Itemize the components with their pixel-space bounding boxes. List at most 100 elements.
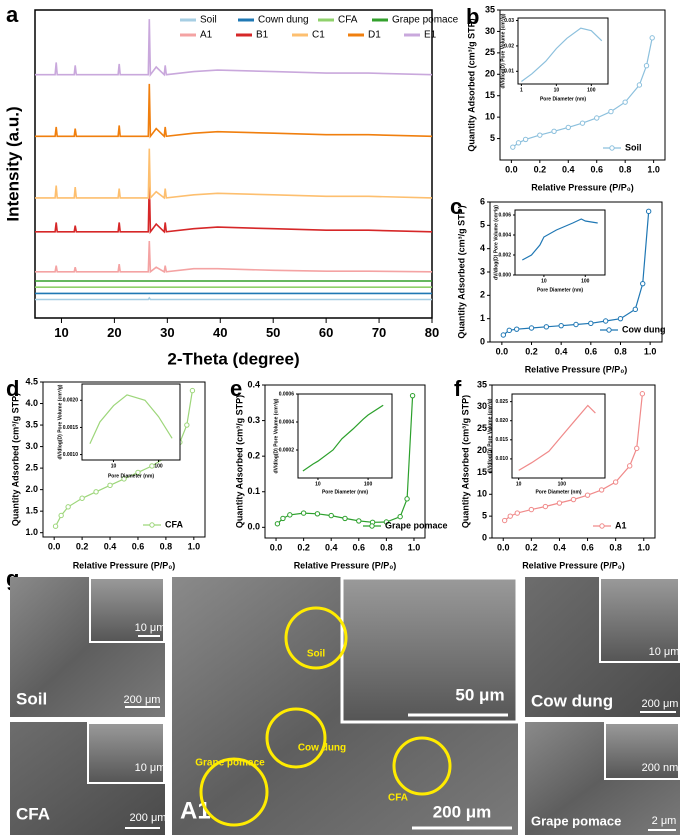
x-tick-label: 50 — [266, 325, 280, 340]
panel-label: d — [6, 376, 19, 401]
x-tick-label: 100 — [154, 463, 163, 469]
legend-label: C1 — [312, 30, 325, 41]
scale-label: 200 μm — [130, 812, 167, 824]
data-point — [640, 280, 646, 287]
x-axis-label: Pore Diameter (nm) — [535, 489, 581, 495]
y-tick-label: 1.0 — [25, 527, 38, 537]
data-point — [510, 144, 516, 150]
data-point — [608, 108, 614, 115]
x-tick-label: 100 — [364, 481, 373, 487]
sem-marker-label: Cow dung — [298, 743, 346, 754]
x-tick-label: 0.6 — [585, 347, 598, 357]
plot-frame — [264, 384, 426, 539]
series-line — [35, 148, 433, 200]
sem-label: Soil — [16, 689, 47, 708]
y-axis-label: Quantity Adsorbed (cm³/g STP) — [456, 205, 466, 338]
y-tick-label: 3.0 — [25, 441, 38, 451]
x-axis-label: Relative Pressure (P/P₀) — [73, 560, 176, 570]
x-tick-label: 0.2 — [76, 542, 89, 552]
legend-label: CFA — [165, 519, 184, 529]
x-axis-label: Relative Pressure (P/P₀) — [294, 560, 397, 570]
x-tick-label: 60 — [319, 325, 333, 340]
sem-marker-label: Grape pomace — [195, 758, 265, 769]
y-tick-label: 0.4 — [247, 379, 260, 389]
data-point — [598, 487, 605, 493]
y-tick-label: 10 — [477, 489, 487, 499]
data-point — [280, 515, 286, 522]
x-tick-label: 0.4 — [562, 165, 575, 175]
data-point — [58, 512, 64, 519]
plot-frame — [34, 9, 433, 319]
y-tick-label: 0.0010 — [63, 452, 79, 458]
y-tick-label: 0.0006 — [279, 391, 295, 397]
x-tick-label: 40 — [213, 325, 227, 340]
data-point — [79, 495, 85, 501]
data-point — [356, 518, 362, 524]
x-tick-label: 1.0 — [638, 543, 651, 553]
series-line — [302, 404, 384, 472]
x-tick-label: 10 — [554, 87, 560, 93]
x-tick-label: 1 — [520, 87, 523, 93]
x-axis-label: 2-Theta (degree) — [167, 349, 299, 368]
x-tick-label: 0.4 — [555, 347, 568, 357]
sem-inset — [89, 577, 165, 643]
y-axis-label: dV/dlog(D) Pore Volume (cm³/g) — [487, 398, 493, 473]
y-tick-label: 5 — [490, 133, 495, 143]
data-point — [522, 136, 529, 143]
x-tick-label: 0.6 — [581, 543, 594, 553]
x-tick-label: 100 — [558, 481, 567, 487]
sem-images: Soil 200 μm 10 μm CFA 200 μm 10 μm A1 20… — [10, 576, 680, 835]
data-point — [514, 510, 520, 516]
x-axis-label: Pore Diameter (nm) — [537, 287, 583, 293]
data-point — [500, 332, 507, 338]
scale-label: 10 μm — [135, 622, 166, 634]
legend-label: Grape pomace — [385, 520, 448, 530]
x-tick-label: 0.0 — [48, 542, 61, 552]
legend-label: CFA — [338, 15, 358, 26]
data-point — [612, 479, 619, 485]
y-tick-label: 25 — [485, 47, 495, 57]
data-point — [551, 128, 557, 134]
data-point — [52, 523, 59, 529]
y-tick-label: 0.0020 — [63, 398, 79, 404]
data-point — [328, 512, 334, 519]
scale-label: 10 μm — [649, 646, 680, 658]
sem-label: Grape pomace — [531, 813, 621, 828]
y-tick-label: 0.0 — [247, 522, 260, 532]
y-tick-label: 0.015 — [495, 437, 508, 443]
legend-label: A1 — [615, 520, 627, 530]
sem-marker-label: CFA — [388, 793, 408, 804]
legend-label: Cown dung — [258, 15, 309, 26]
y-tick-label: 0.020 — [495, 418, 508, 424]
data-point — [189, 387, 196, 394]
x-tick-label: 0.0 — [505, 165, 518, 175]
y-tick-label: 10 — [485, 112, 495, 122]
scale-label: 200 μm — [433, 802, 492, 821]
y-tick-label: 6 — [480, 196, 485, 206]
y-tick-label: 35 — [485, 4, 495, 14]
y-tick-label: 0.002 — [498, 252, 511, 258]
scale-label: 2 μm — [652, 815, 677, 827]
x-tick-label: 0.8 — [619, 165, 632, 175]
plot-frame — [514, 209, 606, 276]
data-point — [602, 318, 609, 324]
sem-inset — [604, 722, 680, 780]
panel-label: e — [230, 376, 242, 401]
highlight-circle — [392, 736, 452, 796]
legend-label: E1 — [424, 30, 437, 41]
data-point — [570, 496, 577, 503]
data-point — [579, 120, 586, 126]
y-tick-label: 0.1 — [247, 486, 260, 496]
data-point — [588, 320, 594, 327]
series-line — [35, 296, 432, 301]
x-tick-label: 10 — [315, 481, 321, 487]
x-axis-label: Relative Pressure (P/P₀) — [522, 560, 625, 570]
data-point — [645, 208, 652, 215]
y-tick-label: 25 — [477, 423, 487, 433]
panel-label: a — [6, 2, 19, 27]
data-point — [149, 463, 155, 469]
series-line — [35, 83, 433, 139]
x-axis-label: Relative Pressure (P/P₀) — [531, 182, 634, 192]
plot-frame — [81, 383, 181, 461]
